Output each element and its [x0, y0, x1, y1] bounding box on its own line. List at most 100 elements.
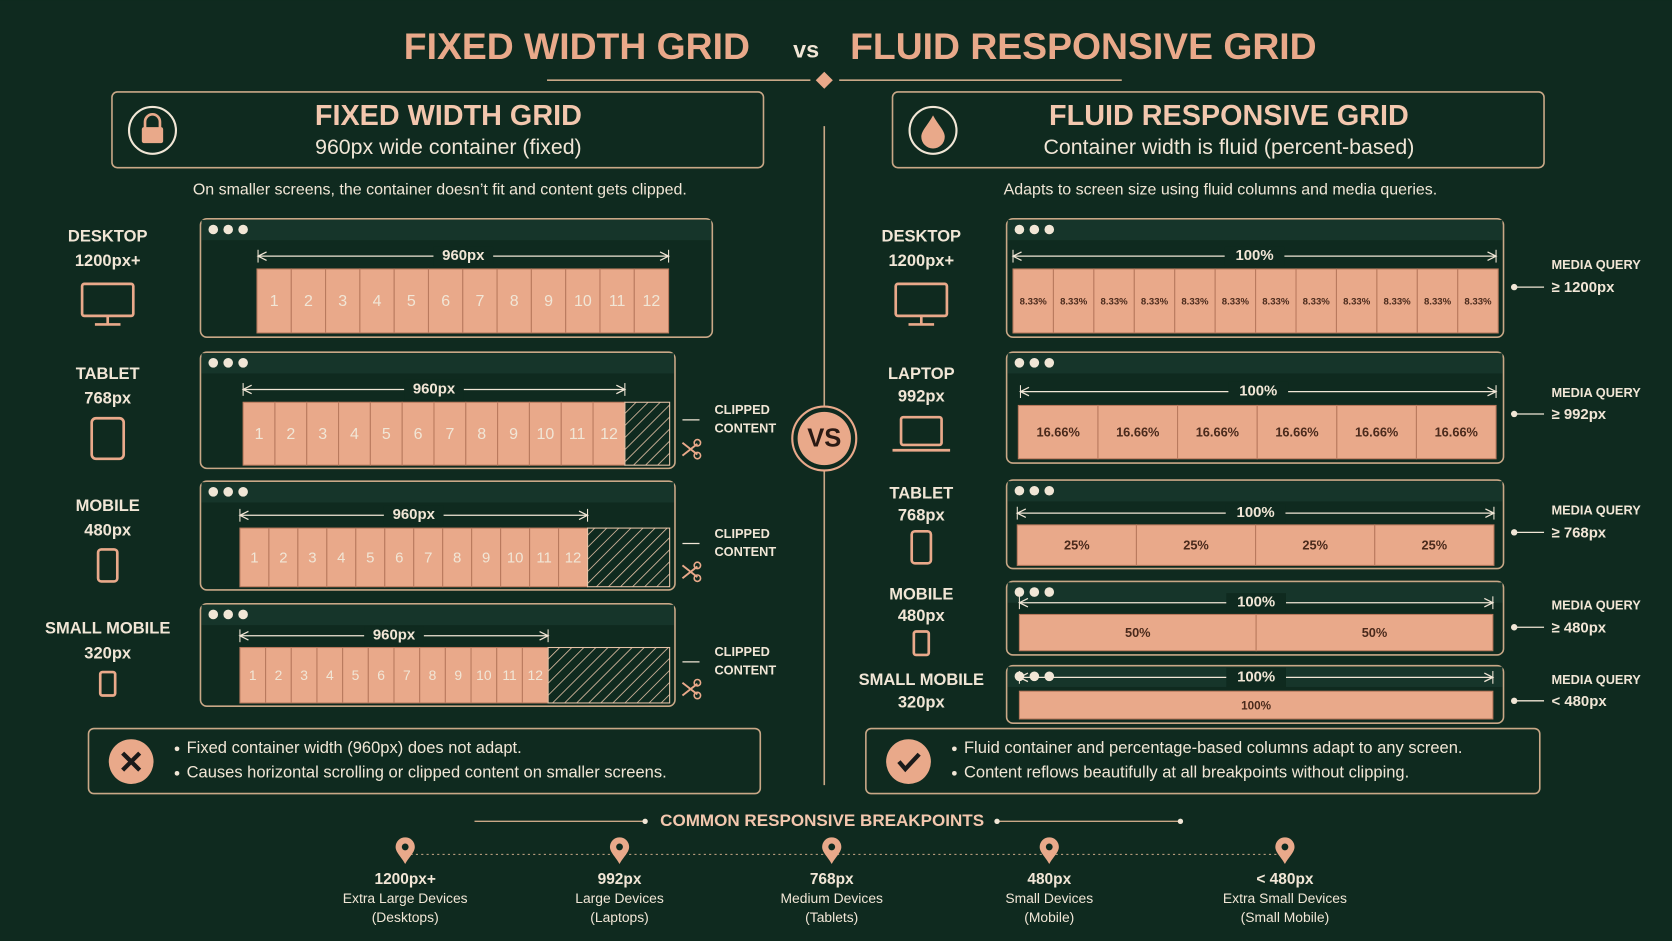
column-label: 5 — [366, 549, 374, 566]
grid-column — [325, 268, 361, 334]
laptop-icon — [899, 415, 943, 447]
breakpoint-devices: (Desktops) — [372, 909, 439, 925]
column-label: 16.66% — [1435, 425, 1479, 440]
browser-dot — [238, 358, 248, 368]
pin-hole — [616, 843, 623, 851]
column-label: 9 — [482, 549, 490, 566]
breakpoint-size: 992px — [598, 871, 642, 888]
column-label: 3 — [318, 426, 327, 443]
pin-icon — [1275, 837, 1295, 864]
connector-dot — [1510, 283, 1518, 291]
column-label: 25% — [1422, 538, 1448, 553]
column-label: 8.33% — [1020, 297, 1048, 308]
header-subheading: 960px wide container (fixed) — [315, 135, 582, 159]
bullet — [952, 746, 957, 752]
width-label-bg — [433, 246, 494, 266]
column-label: 16.66% — [1355, 425, 1399, 440]
grid-column — [265, 646, 292, 704]
column-label: 12 — [528, 667, 544, 683]
width-label-bg — [1225, 503, 1286, 523]
column-label: 9 — [454, 667, 462, 683]
grid-column — [530, 268, 567, 334]
grid-column — [1012, 268, 1054, 334]
width-label: 100% — [1235, 247, 1273, 264]
browser-dot — [1044, 671, 1055, 682]
grid-column — [359, 268, 395, 334]
device-name: MOBILE — [889, 585, 953, 604]
browser-dot — [1044, 358, 1055, 368]
header-description: Adapts to screen size using fluid column… — [1004, 181, 1438, 198]
media-query: ≥ 768px — [1552, 524, 1607, 541]
summary-text: Causes horizontal scrolling or clipped c… — [187, 763, 667, 782]
browser-dot — [238, 224, 248, 235]
breakpoint-devices: (Mobile) — [1024, 909, 1074, 925]
grid-column — [1255, 524, 1376, 566]
column-label: 50% — [1362, 625, 1388, 640]
media-query-label: MEDIA QUERY — [1552, 385, 1642, 400]
clipped-label: CLIPPED — [714, 402, 769, 417]
browser-bar — [1007, 582, 1503, 603]
grid-column — [1256, 404, 1338, 460]
browser-dot — [1044, 485, 1055, 496]
media-query: ≥ 480px — [1552, 619, 1607, 636]
column-label: 7 — [403, 667, 411, 683]
column-label: 4 — [350, 426, 359, 443]
scissors-icon — [693, 678, 702, 687]
x-icon — [121, 751, 142, 772]
column-label: 8.33% — [1141, 297, 1169, 308]
rule-dot — [994, 818, 1000, 824]
lock-icon — [143, 113, 162, 129]
grid-column — [242, 401, 276, 466]
browser-dot — [208, 224, 219, 235]
media-query: < 480px — [1552, 693, 1608, 710]
grid-column — [1295, 268, 1337, 334]
grid-column — [290, 268, 327, 334]
width-label-bg — [404, 379, 464, 400]
device-size: 992px — [898, 386, 946, 405]
column-label: 1 — [255, 426, 264, 443]
browser-dot — [223, 609, 233, 620]
browser-dot — [1014, 587, 1025, 597]
column-label: 8 — [453, 549, 461, 566]
width-label: 960px — [393, 506, 436, 523]
grid-column — [444, 646, 472, 704]
column-label: 8 — [429, 667, 437, 683]
grid-column — [528, 401, 562, 466]
device-name: LAPTOP — [888, 364, 955, 383]
width-label: 960px — [442, 247, 485, 264]
browser-bar — [201, 604, 674, 626]
pin-hole — [1281, 843, 1289, 851]
media-query-label: MEDIA QUERY — [1552, 672, 1642, 687]
column-label: 4 — [373, 293, 382, 310]
browser-dot — [1044, 587, 1055, 597]
column-label: 8 — [477, 426, 486, 443]
browser-dot — [1044, 224, 1055, 235]
grid-column — [1374, 524, 1495, 566]
grid-column — [1415, 404, 1497, 460]
column-label: 50% — [1125, 625, 1151, 640]
scissors-icon — [693, 451, 702, 460]
grid-column — [442, 527, 473, 588]
column-label: 2 — [275, 667, 283, 683]
pin-icon — [1039, 837, 1059, 864]
media-query: ≥ 992px — [1552, 406, 1607, 423]
browser-dot — [238, 609, 248, 620]
column-label: 4 — [326, 667, 334, 683]
grid-column — [256, 268, 292, 334]
clipped-area — [587, 527, 671, 588]
grid-column — [393, 268, 430, 334]
check-icon — [897, 752, 921, 773]
grid-column — [384, 527, 415, 588]
summary-box — [865, 727, 1541, 795]
column-label: 6 — [377, 667, 385, 683]
column-label: 12 — [565, 549, 582, 566]
breakpoint-name: Small Devices — [1005, 890, 1093, 906]
browser-frame — [1005, 479, 1505, 570]
column-label: 100% — [1241, 699, 1272, 712]
device-size: 480px — [84, 521, 132, 540]
browser-dot — [223, 487, 233, 497]
width-label-bg — [1226, 667, 1286, 687]
column-label: 8.33% — [1303, 297, 1331, 308]
grid-column — [497, 401, 530, 466]
summary-text: Fluid container and percentage-based col… — [964, 738, 1463, 757]
